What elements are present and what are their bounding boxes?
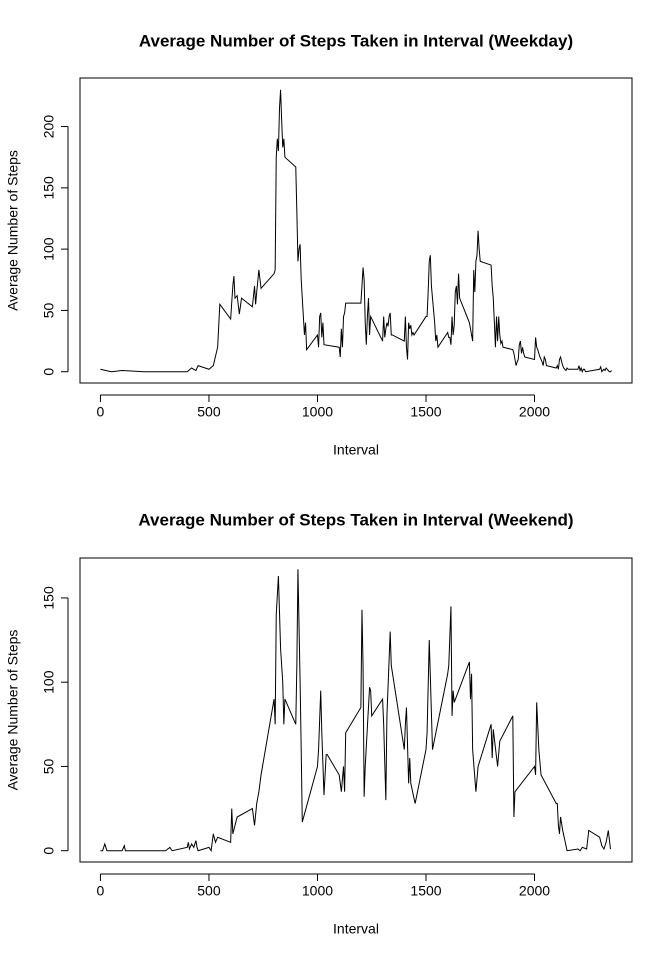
y-tick-label: 100 (41, 670, 57, 694)
y-tick-label: 150 (41, 176, 57, 200)
y-tick-label: 100 (41, 237, 57, 261)
x-tick-label: 500 (197, 883, 221, 899)
line-series (100, 89, 612, 374)
chart-title: Average Number of Steps Taken in Interva… (139, 31, 573, 50)
y-tick-label: 50 (41, 302, 57, 318)
x-tick-label: 1000 (302, 404, 333, 420)
x-tick-label: 2000 (519, 404, 550, 420)
chart-title: Average Number of Steps Taken in Interva… (138, 510, 573, 529)
y-tick-label: 200 (41, 115, 57, 139)
x-tick-label: 0 (97, 404, 105, 420)
x-tick-label: 0 (97, 883, 105, 899)
x-tick-label: 1500 (410, 404, 441, 420)
x-tick-label: 1500 (410, 883, 441, 899)
x-tick-label: 500 (197, 404, 221, 420)
x-axis-title: Interval (333, 442, 379, 458)
x-axis-title: Interval (333, 921, 379, 937)
y-tick-label: 0 (41, 847, 57, 855)
y-tick-label: 0 (41, 368, 57, 376)
x-tick-label: 1000 (302, 883, 333, 899)
plot-frame (79, 77, 633, 384)
plot-frame (79, 557, 633, 863)
y-tick-label: 150 (41, 586, 57, 610)
line-series (100, 569, 611, 853)
y-axis-title: Average Number of Steps (5, 150, 21, 311)
y-axis-title: Average Number of Steps (5, 630, 21, 791)
y-tick-label: 50 (41, 758, 57, 774)
x-tick-label: 2000 (519, 883, 550, 899)
